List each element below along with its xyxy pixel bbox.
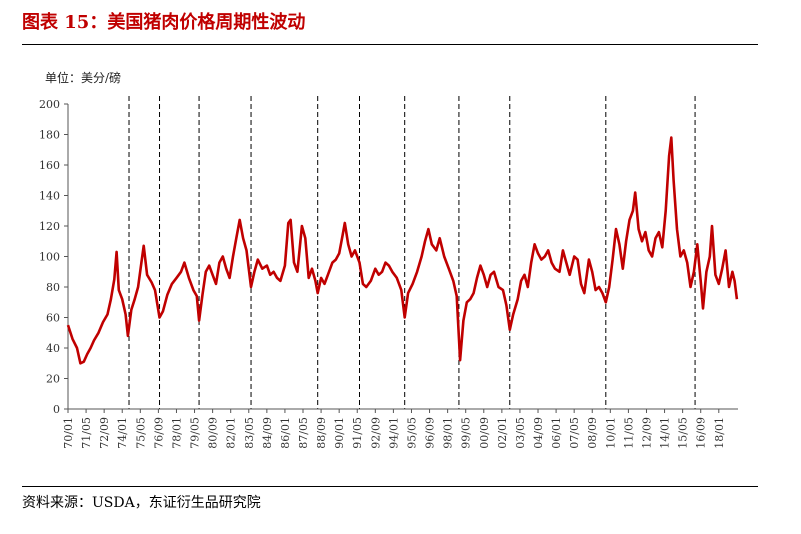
y-tick-label: 40 xyxy=(46,342,60,355)
x-tick-label: 12/09 xyxy=(640,417,653,449)
y-tick-label: 60 xyxy=(46,312,60,325)
x-tick-label: 82/01 xyxy=(225,417,238,449)
x-tick-label: 94/01 xyxy=(387,417,400,449)
x-tick-label: 04/09 xyxy=(532,417,545,449)
x-tick-label: 90/01 xyxy=(333,417,346,449)
x-tick-label: 88/09 xyxy=(315,417,328,449)
x-tick-label: 79/05 xyxy=(189,417,202,449)
pork-price-line xyxy=(66,136,739,365)
x-tick-label: 87/05 xyxy=(297,417,310,449)
x-tick-label: 98/01 xyxy=(442,417,455,449)
x-tick-label: 11/05 xyxy=(622,417,635,449)
source-note: 资料来源：USDA，东证衍生品研究院 xyxy=(22,495,261,511)
x-tick-label: 80/09 xyxy=(207,417,220,449)
pork-price-chart: 单位：美分/磅 0 20 40 60 80 100 120 140 160 180 200 70/0… xyxy=(39,70,739,449)
x-tick-label: 95/05 xyxy=(405,417,418,449)
x-tick-label: 78/01 xyxy=(170,417,183,449)
x-tick-label: 86/01 xyxy=(279,417,292,449)
figure-title: 图表 15：美国猪肉价格周期性波动 xyxy=(22,12,306,33)
x-tick-label: 96/09 xyxy=(424,417,437,449)
x-tick-label: 92/09 xyxy=(369,417,382,449)
x-tick-label: 08/09 xyxy=(586,417,599,449)
x-tick-label: 99/05 xyxy=(460,417,473,449)
x-tick-label: 75/05 xyxy=(134,417,147,449)
x-tick-label: 76/09 xyxy=(152,417,165,449)
x-tick-label: 91/05 xyxy=(351,417,364,449)
x-tick-label: 84/09 xyxy=(261,417,274,449)
x-tick-label: 15/05 xyxy=(677,417,690,449)
cycle-dividers xyxy=(128,96,696,409)
x-tick-label: 71/05 xyxy=(80,417,93,449)
y-axis: 0 20 40 60 80 100 120 140 160 180 200 xyxy=(39,98,69,416)
y-tick-label: 200 xyxy=(39,98,60,111)
title-divider xyxy=(22,44,758,45)
x-tick-label: 00/09 xyxy=(478,417,491,449)
y-tick-label: 160 xyxy=(39,159,60,172)
y-tick-label: 180 xyxy=(39,129,60,142)
y-tick-label: 120 xyxy=(39,220,60,233)
x-tick-label: 07/05 xyxy=(568,417,581,449)
x-tick-label: 72/09 xyxy=(98,417,111,449)
series-layer xyxy=(66,136,739,365)
source-divider xyxy=(22,486,758,487)
x-tick-label: 03/05 xyxy=(514,417,527,449)
y-tick-label: 80 xyxy=(46,281,60,294)
x-tick-label: 74/01 xyxy=(116,417,129,449)
x-tick-label: 14/01 xyxy=(659,417,672,449)
x-tick-label: 83/05 xyxy=(243,417,256,449)
y-tick-label: 0 xyxy=(53,403,60,416)
x-tick-label: 10/01 xyxy=(604,417,617,449)
unit-label: 单位：美分/磅 xyxy=(45,70,121,85)
x-tick-label: 16/09 xyxy=(695,417,708,449)
x-tick-label: 02/01 xyxy=(496,417,509,449)
y-tick-label: 140 xyxy=(39,190,60,203)
x-axis: 70/01 71/05 72/09 74/01 75/05 76/09 78/01 79/05… xyxy=(62,408,738,449)
x-tick-label: 06/01 xyxy=(550,417,563,449)
y-tick-label: 20 xyxy=(46,373,60,386)
x-tick-label: 70/01 xyxy=(62,417,75,449)
x-tick-label: 18/01 xyxy=(713,417,726,449)
y-tick-label: 100 xyxy=(39,251,60,264)
